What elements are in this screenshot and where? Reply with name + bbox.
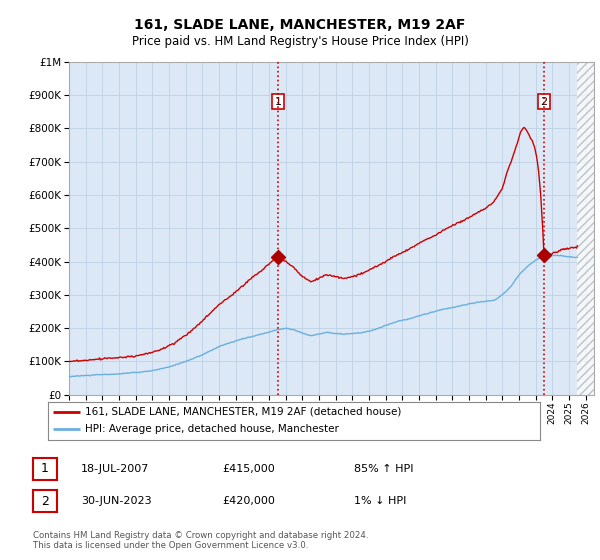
Text: 2: 2: [41, 494, 49, 508]
Text: 161, SLADE LANE, MANCHESTER, M19 2AF (detached house): 161, SLADE LANE, MANCHESTER, M19 2AF (de…: [85, 407, 401, 417]
Text: Price paid vs. HM Land Registry's House Price Index (HPI): Price paid vs. HM Land Registry's House …: [131, 35, 469, 49]
Text: Contains HM Land Registry data © Crown copyright and database right 2024.
This d: Contains HM Land Registry data © Crown c…: [33, 530, 368, 550]
Text: 1: 1: [274, 96, 281, 106]
Text: 1% ↓ HPI: 1% ↓ HPI: [354, 496, 406, 506]
Bar: [577, 62, 594, 395]
Text: £420,000: £420,000: [222, 496, 275, 506]
Text: £415,000: £415,000: [222, 464, 275, 474]
Text: 18-JUL-2007: 18-JUL-2007: [81, 464, 149, 474]
Text: 85% ↑ HPI: 85% ↑ HPI: [354, 464, 413, 474]
Bar: [577, 62, 594, 395]
Text: 30-JUN-2023: 30-JUN-2023: [81, 496, 152, 506]
Text: HPI: Average price, detached house, Manchester: HPI: Average price, detached house, Manc…: [85, 424, 339, 435]
Text: 1: 1: [41, 462, 49, 475]
Text: 2: 2: [541, 96, 548, 106]
Text: 161, SLADE LANE, MANCHESTER, M19 2AF: 161, SLADE LANE, MANCHESTER, M19 2AF: [134, 18, 466, 32]
